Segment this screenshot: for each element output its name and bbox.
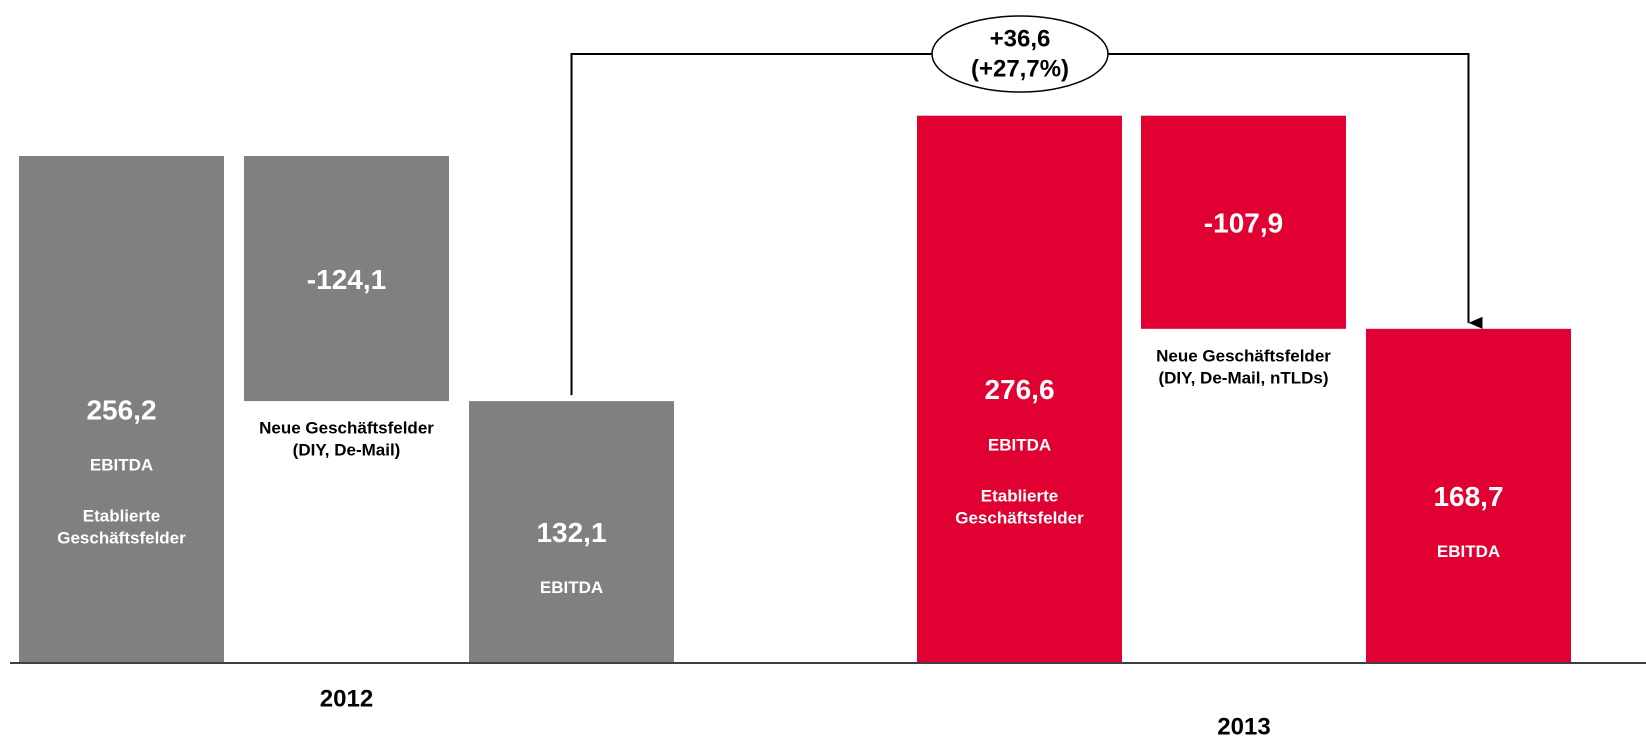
year-label: 2013: [1217, 713, 1270, 740]
value-label: 132,1: [536, 517, 606, 548]
value-label: -107,9: [1204, 208, 1283, 239]
bar-label: EBITDA: [540, 578, 603, 597]
bar-label: EBITDA: [90, 455, 153, 474]
bar-label: EBITDA: [988, 435, 1051, 454]
bar: [469, 401, 674, 662]
bar-label: Geschäftsfelder: [57, 528, 186, 547]
bar: [19, 156, 224, 662]
bar: [1366, 328, 1571, 662]
bar-label: Geschäftsfelder: [955, 508, 1084, 527]
value-label: 256,2: [86, 394, 156, 425]
bar: [917, 115, 1122, 663]
bar: [1141, 115, 1346, 329]
bar-label: Etablierte: [83, 506, 160, 525]
annotation-bubble: [931, 15, 1109, 93]
bar-label: Etablierte: [981, 486, 1058, 505]
year-label: 2012: [320, 685, 373, 712]
bar-label: Neue Geschäftsfelder: [1156, 346, 1331, 365]
value-label: -124,1: [307, 264, 386, 295]
annotation: (+27,7%): [971, 55, 1069, 82]
bar-label: (DIY, De-Mail): [293, 441, 401, 460]
annotation: +36,6: [990, 25, 1051, 52]
bar: [244, 156, 449, 402]
bar-label: EBITDA: [1437, 542, 1500, 561]
value-label: 276,6: [984, 374, 1054, 405]
bar-label: (DIY, De-Mail, nTLDs): [1158, 368, 1328, 387]
value-label: 168,7: [1433, 481, 1503, 512]
bar-label: Neue Geschäftsfelder: [259, 419, 434, 438]
